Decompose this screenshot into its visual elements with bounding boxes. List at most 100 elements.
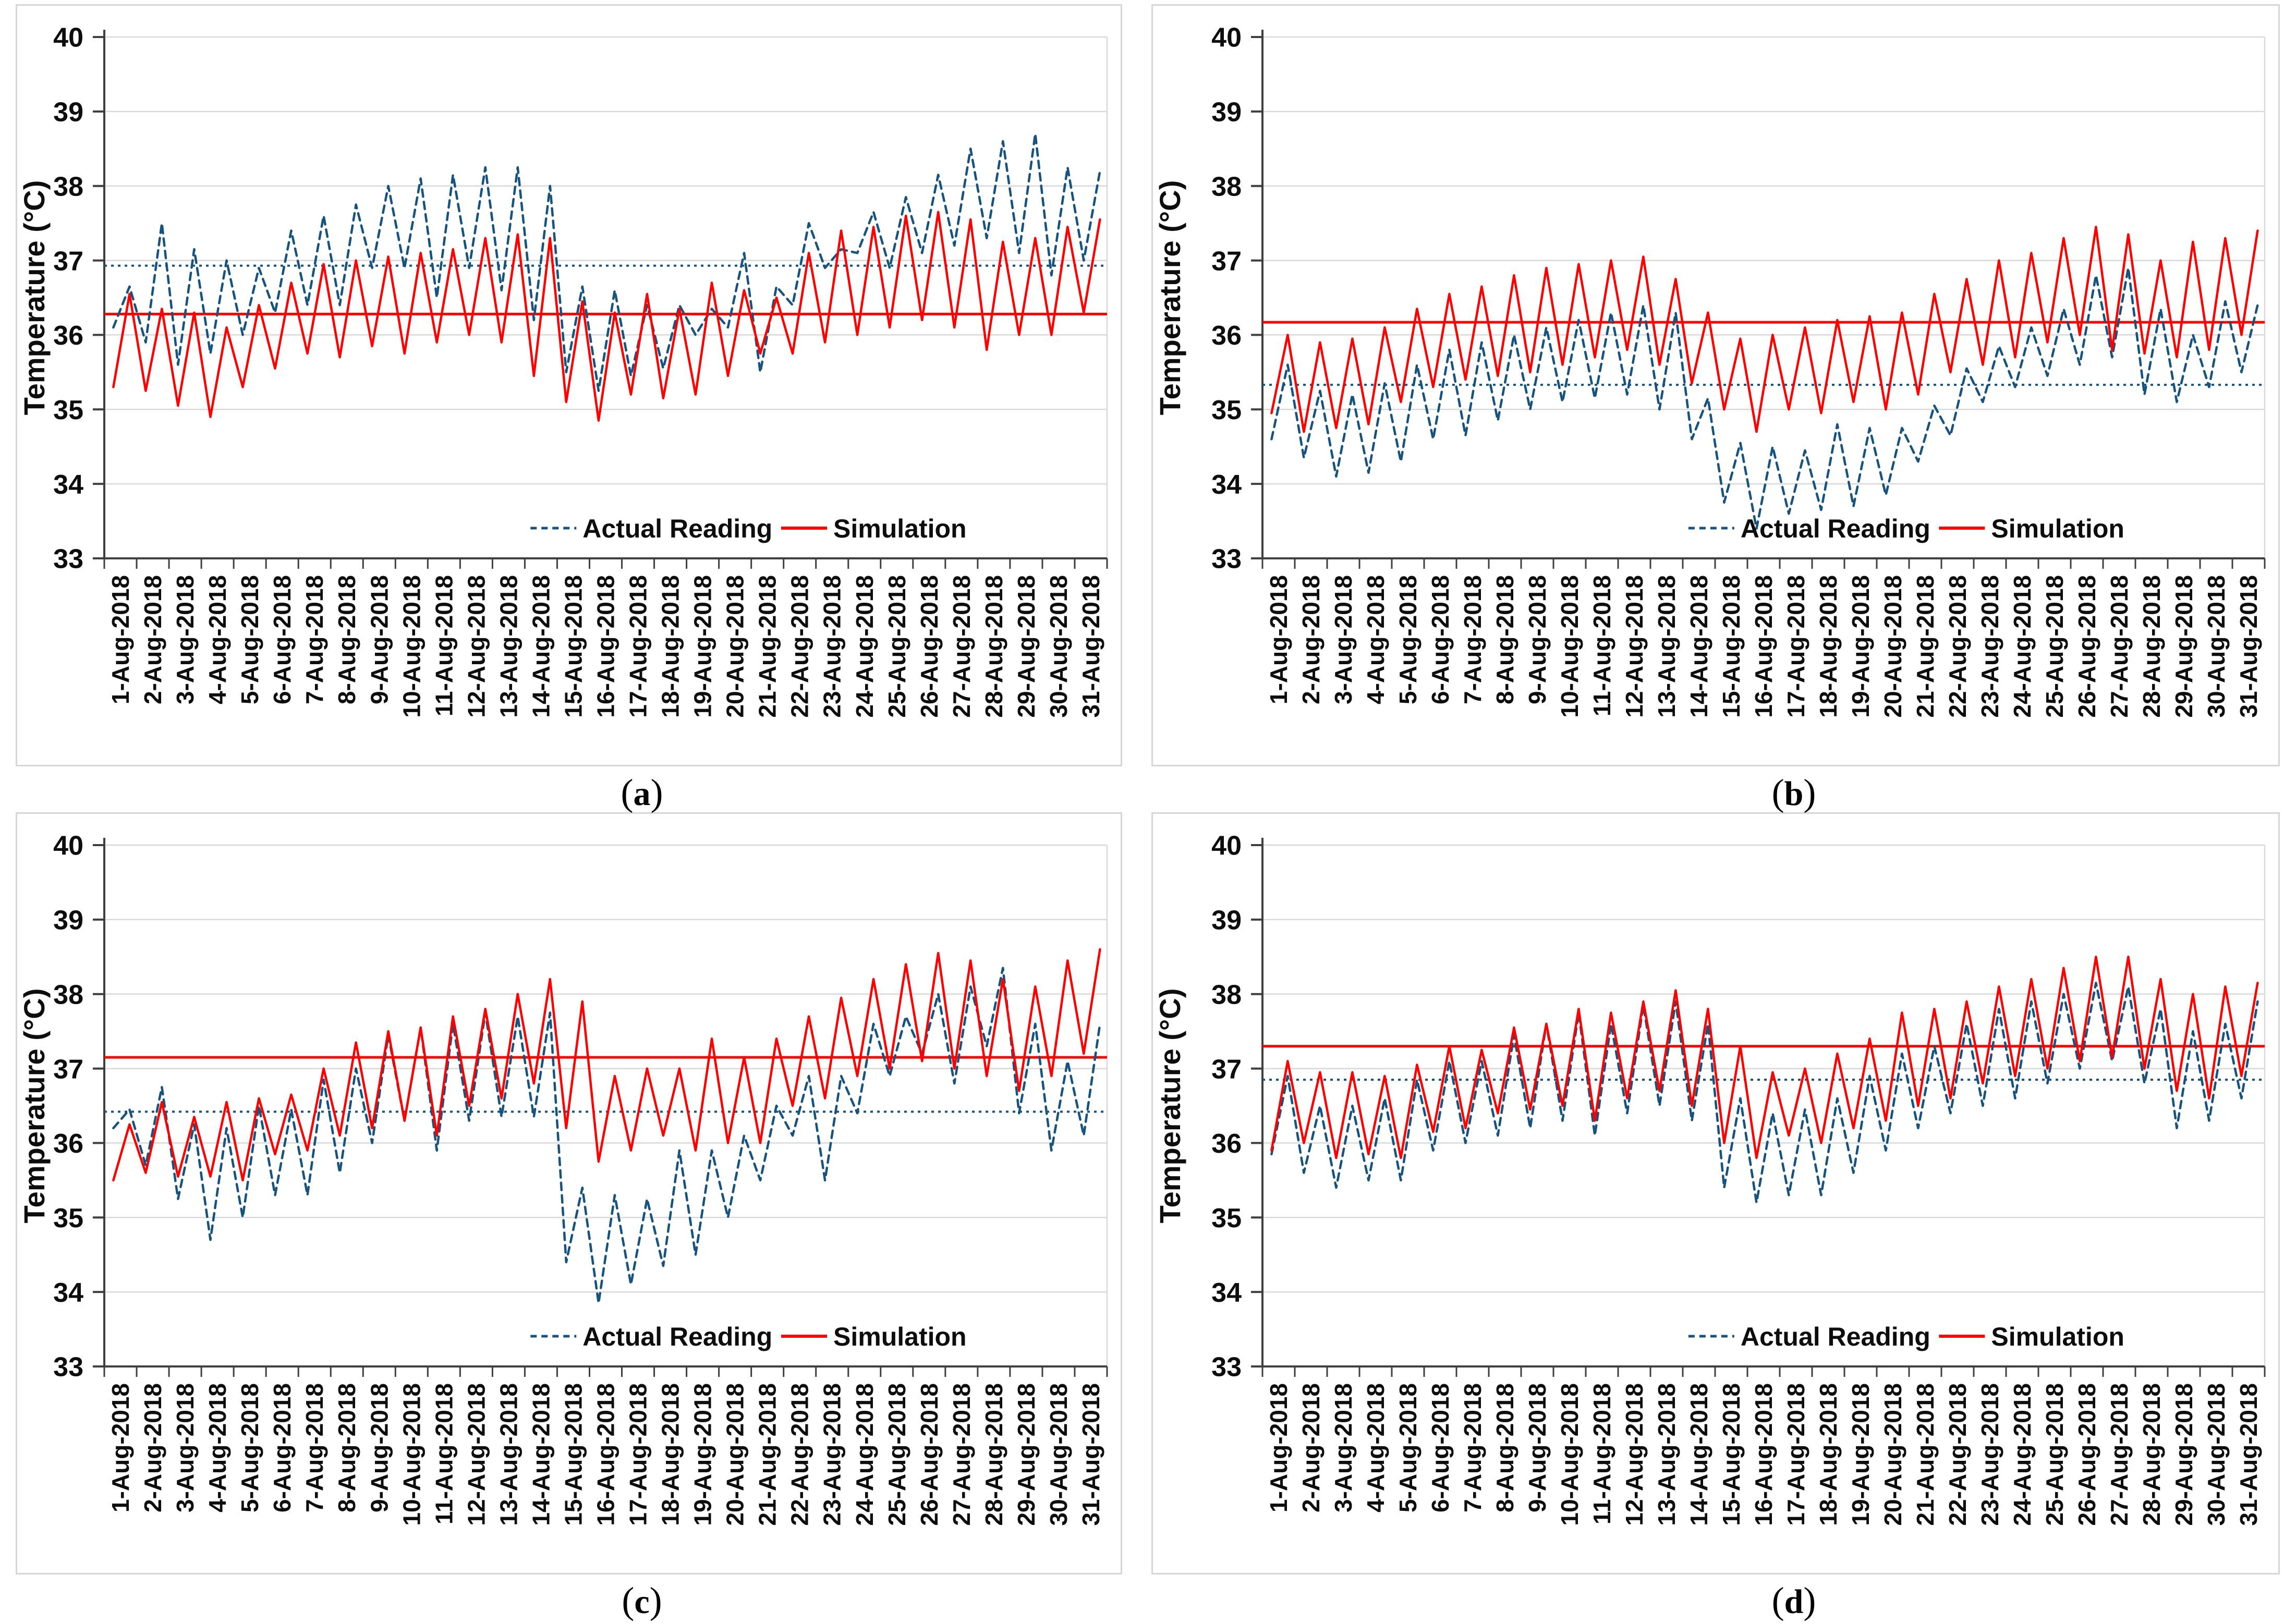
y-tick-label-34-b: 34	[1211, 470, 1242, 500]
x-tick-label-17aug-b: 17-Aug-2018	[1782, 575, 1809, 718]
y-tick-label-37-b: 37	[1211, 246, 1242, 276]
x-tick-label-27aug-b: 27-Aug-2018	[2106, 575, 2133, 718]
x-tick-label-25aug-a: 25-Aug-2018	[883, 575, 910, 718]
x-tick-label-31aug-c: 31-Aug-2018	[1077, 1383, 1104, 1526]
actual-reading-line-b	[1270, 266, 2259, 530]
caption-c-close: )	[649, 1580, 662, 1621]
x-tick-label-16aug-d: 16-Aug-2018	[1750, 1383, 1777, 1526]
x-tick-label-10aug-d: 10-Aug-2018	[1556, 1383, 1583, 1526]
x-tick-label-2aug-c: 2-Aug-2018	[139, 1383, 166, 1512]
y-tick-label-37-a: 37	[53, 246, 83, 276]
x-tick-label-21aug-c: 21-Aug-2018	[754, 1383, 781, 1526]
y-tick-label-37-c: 37	[53, 1054, 83, 1084]
chart-panel-b: 33 34 35 36 37 38 39 40 Temperature (°C) 1-Aug-20…	[1151, 4, 2280, 766]
legend-simulation-label-c: Simulation	[833, 1322, 967, 1351]
x-tick-label-23aug-b: 23-Aug-2018	[1976, 575, 2003, 718]
x-tick-label-15aug-d: 15-Aug-2018	[1718, 1383, 1745, 1526]
y-tick-label-37-d: 37	[1211, 1054, 1242, 1084]
actual-reading-line-a	[112, 132, 1101, 392]
x-tick-label-7aug-a: 7-Aug-2018	[301, 575, 328, 704]
chart-canvas-c: 33 34 35 36 37 38 39 40 Temperature (°C) 1-Aug-20…	[18, 831, 1108, 1526]
x-tick-label-29aug-d: 29-Aug-2018	[2170, 1383, 2197, 1526]
x-tick-label-14aug-b: 14-Aug-2018	[1685, 575, 1712, 718]
caption-a-open: (	[621, 772, 634, 813]
chart-canvas-b: 33 34 35 36 37 38 39 40 Temperature (°C) 1-Aug-20…	[1153, 23, 2266, 718]
x-tick-label-3aug-c: 3-Aug-2018	[172, 1383, 199, 1512]
x-tick-label-18aug-b: 18-Aug-2018	[1815, 575, 1842, 718]
y-tick-label-34-d: 34	[1211, 1278, 1242, 1308]
x-tick-label-25aug-b: 25-Aug-2018	[2041, 575, 2068, 718]
x-tick-label-10aug-a: 10-Aug-2018	[398, 575, 425, 718]
y-tick-label-39-c: 39	[53, 906, 83, 936]
legend-actual-label-a: Actual Reading	[582, 514, 772, 543]
x-tick-label-10aug-b: 10-Aug-2018	[1556, 575, 1583, 718]
y-tick-label-35-c: 35	[53, 1203, 83, 1234]
x-tick-label-23aug-a: 23-Aug-2018	[819, 575, 846, 718]
x-tick-label-2aug-a: 2-Aug-2018	[139, 575, 166, 704]
x-tick-label-22aug-a: 22-Aug-2018	[786, 575, 813, 718]
x-tick-label-17aug-d: 17-Aug-2018	[1782, 1383, 1809, 1526]
x-tick-label-3aug-a: 3-Aug-2018	[172, 575, 199, 704]
x-tick-label-7aug-b: 7-Aug-2018	[1459, 575, 1486, 704]
x-tick-label-21aug-b: 21-Aug-2018	[1912, 575, 1939, 718]
y-tick-label-33-b: 33	[1211, 544, 1242, 575]
caption-b-open: (	[1771, 772, 1784, 813]
x-tick-label-14aug-d: 14-Aug-2018	[1685, 1383, 1712, 1526]
y-tick-label-35-b: 35	[1211, 395, 1242, 425]
y-tick-label-40-b: 40	[1211, 23, 1242, 53]
y-tick-label-39-b: 39	[1211, 97, 1242, 128]
x-tick-label-11aug-a: 11-Aug-2018	[430, 575, 457, 716]
caption-b-letter: b	[1784, 775, 1804, 813]
x-tick-label-30aug-c: 30-Aug-2018	[1045, 1383, 1072, 1526]
x-tick-label-22aug-d: 22-Aug-2018	[1944, 1383, 1971, 1526]
caption-c: (c)	[16, 1579, 1195, 1624]
caption-d-open: (	[1771, 1580, 1784, 1621]
x-tick-label-12aug-b: 12-Aug-2018	[1621, 575, 1648, 718]
x-tick-label-18aug-a: 18-Aug-2018	[657, 575, 684, 718]
legend-simulation-label-d: Simulation	[1991, 1322, 2124, 1351]
x-tick-label-6aug-c: 6-Aug-2018	[269, 1383, 296, 1512]
x-tick-label-13aug-d: 13-Aug-2018	[1653, 1383, 1680, 1526]
y-tick-label-39-a: 39	[53, 97, 83, 128]
x-tick-label-16aug-a: 16-Aug-2018	[592, 575, 619, 718]
y-tick-label-38-b: 38	[1211, 172, 1242, 202]
simulation-line-d	[1270, 956, 2259, 1159]
x-tick-label-21aug-d: 21-Aug-2018	[1912, 1383, 1939, 1526]
x-tick-label-3aug-b: 3-Aug-2018	[1330, 575, 1357, 704]
x-tick-label-26aug-a: 26-Aug-2018	[916, 575, 943, 718]
y-tick-label-36-d: 36	[1211, 1129, 1242, 1159]
x-tick-label-4aug-d: 4-Aug-2018	[1362, 1383, 1389, 1512]
x-tick-label-6aug-d: 6-Aug-2018	[1427, 1383, 1454, 1512]
x-tick-label-20aug-d: 20-Aug-2018	[1879, 1383, 1906, 1526]
x-tick-label-22aug-b: 22-Aug-2018	[1944, 575, 1971, 718]
x-tick-label-14aug-c: 14-Aug-2018	[527, 1383, 554, 1526]
x-tick-label-16aug-c: 16-Aug-2018	[592, 1383, 619, 1526]
x-tick-label-8aug-b: 8-Aug-2018	[1491, 575, 1518, 704]
x-tick-label-1aug-a: 1-Aug-2018	[107, 575, 134, 704]
y-tick-label-40-c: 40	[53, 831, 83, 861]
y-axis-title-a: Temperature (°C)	[18, 180, 51, 416]
x-tick-label-9aug-c: 9-Aug-2018	[366, 1383, 393, 1512]
x-tick-label-5aug-a: 5-Aug-2018	[236, 575, 263, 704]
chart-panel-a: 33 34 35 36 37 38 39 40 Temperature (°C) 1-Aug-20…	[16, 4, 1122, 766]
chart-panel-c: 33 34 35 36 37 38 39 40 Temperature (°C) 1-Aug-20…	[16, 812, 1122, 1574]
x-tick-label-19aug-c: 19-Aug-2018	[689, 1383, 716, 1526]
x-tick-label-30aug-a: 30-Aug-2018	[1045, 575, 1072, 718]
x-tick-label-24aug-c: 24-Aug-2018	[851, 1383, 878, 1526]
y-tick-label-33-d: 33	[1211, 1352, 1242, 1383]
x-tick-label-23aug-c: 23-Aug-2018	[819, 1383, 846, 1526]
x-tick-label-25aug-d: 25-Aug-2018	[2041, 1383, 2068, 1526]
x-tick-label-28aug-b: 28-Aug-2018	[2138, 575, 2165, 718]
x-tick-label-1aug-d: 1-Aug-2018	[1265, 1383, 1292, 1512]
y-tick-label-38-d: 38	[1211, 980, 1242, 1010]
x-tick-label-13aug-a: 13-Aug-2018	[495, 575, 522, 718]
caption-b: (b)	[1151, 771, 2284, 816]
x-tick-label-25aug-c: 25-Aug-2018	[883, 1383, 910, 1526]
caption-c-open: (	[622, 1580, 635, 1621]
caption-a-letter: a	[633, 775, 651, 813]
y-tick-label-35-d: 35	[1211, 1203, 1242, 1234]
y-tick-label-34-a: 34	[53, 470, 83, 500]
y-tick-label-33-c: 33	[53, 1352, 83, 1383]
x-tick-label-24aug-d: 24-Aug-2018	[2009, 1383, 2036, 1526]
